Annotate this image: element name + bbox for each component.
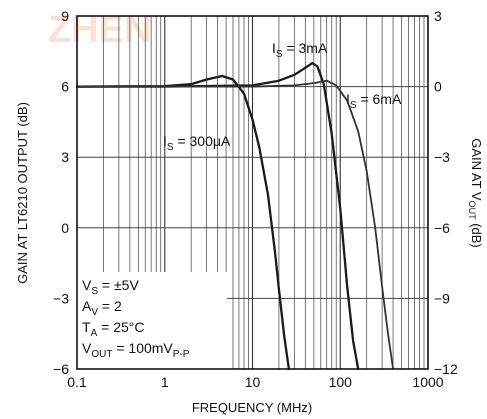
x-tick-label: 1 (161, 374, 169, 390)
series-line-1 (75, 61, 360, 371)
y-axis-label-left: GAIN AT LT6210 OUTPUT (dB) (15, 102, 30, 284)
curves (75, 61, 394, 371)
y-axis-label-right-tail: (dB) (469, 220, 484, 248)
x-tick-label: 0.1 (67, 374, 87, 390)
y-tick-label-left: 0 (61, 220, 69, 236)
x-axis-label: FREQUENCY (MHz) (192, 400, 312, 415)
y-tick-label-right: −12 (434, 361, 458, 377)
y-axis-label-right: GAIN AT VOUT (dB) (467, 138, 484, 248)
y-tick-label-left: −3 (53, 290, 69, 306)
plot-frame (76, 15, 429, 370)
condition-line: TA = 25°C (82, 319, 144, 339)
series-line-0 (75, 74, 291, 371)
y-tick-label-left: 6 (61, 79, 69, 95)
y-axis-label-right-sub: OUT (467, 201, 477, 221)
y-tick-label-right: 3 (434, 8, 442, 24)
x-tick-label: 100 (329, 374, 353, 390)
y-tick-label-left: −6 (53, 361, 69, 377)
condition-line: AV = 2 (82, 298, 122, 318)
x-tick-label: 1000 (412, 374, 443, 390)
condition-line: VS = ±5V (82, 277, 139, 297)
y-tick-label-left: 3 (61, 149, 69, 165)
condition-line: VOUT = 100mVP-P (82, 340, 190, 360)
series-label-2: IS = 6mA (346, 91, 402, 111)
y-tick-label-left: 9 (61, 8, 69, 24)
conditions-box (77, 272, 227, 369)
tick-labels: 0.1 1 10 100 1000 9 6 3 0 −3 −6 3 0 −3 −6 −9 −12 (53, 8, 458, 390)
series-label-0: IS = 300μA (163, 133, 231, 153)
series-label-1: IS = 3mA (272, 40, 328, 60)
y-tick-label-right: −9 (434, 290, 450, 306)
y-tick-label-right: −6 (434, 220, 450, 236)
y-tick-label-right: 0 (434, 79, 442, 95)
y-tick-label-right: −3 (434, 149, 450, 165)
y-axis-label-right-main: GAIN AT V (469, 138, 484, 201)
x-tick-label: 10 (245, 374, 261, 390)
series-labels: IS = 300μA IS = 3mA IS = 6mA (163, 40, 402, 153)
series-line-2 (76, 79, 394, 370)
